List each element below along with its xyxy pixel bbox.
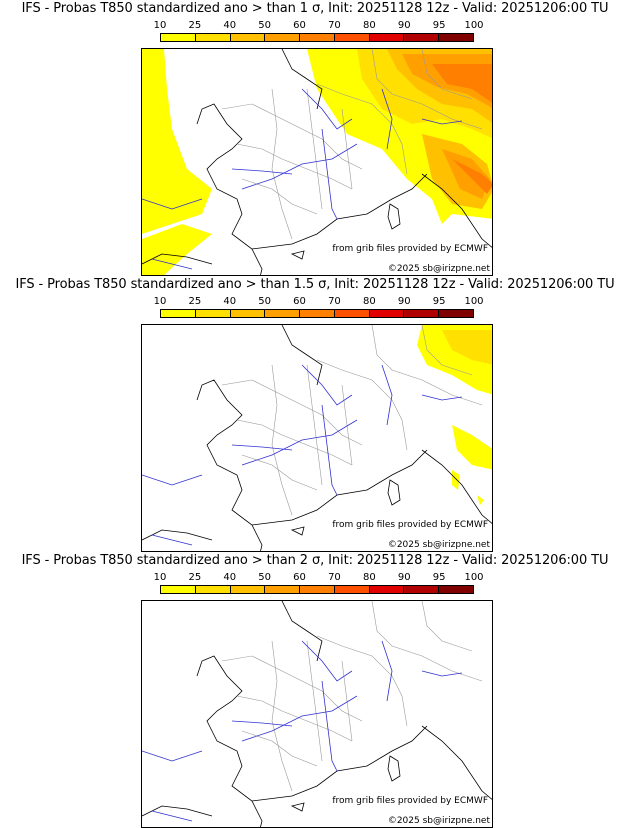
coastline <box>142 601 492 827</box>
colorbar-segment <box>334 310 370 317</box>
panel-title: IFS - Probas T850 standardized ano > tha… <box>21 553 609 568</box>
colorbar-tick-label: 100 <box>464 296 484 307</box>
colorbar-segment <box>404 310 440 317</box>
colorbar-segment <box>369 34 405 41</box>
panel-title: IFS - Probas T850 standardized ano > tha… <box>21 1 609 16</box>
colorbar-segment <box>161 586 196 593</box>
colorbar-tick-label: 100 <box>464 572 484 583</box>
colorbar-tick-label: 70 <box>328 20 341 31</box>
rivers <box>142 88 463 270</box>
probability-shading <box>417 325 492 505</box>
colorbar-segment <box>161 34 196 41</box>
colorbar-tick-label: 10 <box>153 20 167 31</box>
map-panel-1: IFS - Probas T850 standardized ano > tha… <box>0 0 630 276</box>
colorbar-segment <box>265 34 301 41</box>
colorbar-tick-label: 25 <box>188 572 202 583</box>
colorbar-tick-label: 80 <box>362 572 376 583</box>
colorbar-tick-label: 90 <box>397 20 411 31</box>
colorbar-segment <box>195 34 231 41</box>
probability-map: from grib files provided by ECMWF ©2025 … <box>141 324 493 552</box>
colorbar-tick-label: 50 <box>258 296 272 307</box>
colorbar-segment <box>195 586 231 593</box>
copyright-credit: ©2025 sb@irizpne.net <box>388 816 491 826</box>
colorbar-tick-label: 95 <box>432 296 446 307</box>
colorbar-ticks: 10 25 40 50 60 70 80 90 95 100 <box>154 296 484 308</box>
colorbar-tick-label: 40 <box>223 296 237 307</box>
colorbar-segment <box>439 586 474 593</box>
copyright-credit: ©2025 sb@irizpne.net <box>388 264 491 274</box>
colorbar <box>160 585 474 594</box>
probability-map: from grib files provided by ECMWF ©2025 … <box>141 600 493 828</box>
colorbar-segment <box>404 34 440 41</box>
colorbar-segment <box>369 586 405 593</box>
colorbar-ticks: 10 25 40 50 60 70 80 90 95 100 <box>154 20 484 32</box>
source-credit: from grib files provided by ECMWF <box>332 244 488 254</box>
colorbar-segment <box>161 310 196 317</box>
colorbar <box>160 33 474 42</box>
colorbar-tick-label: 50 <box>258 572 272 583</box>
colorbar-segment <box>404 586 440 593</box>
colorbar-tick-label: 10 <box>153 296 167 307</box>
colorbar-segment <box>300 310 335 317</box>
colorbar-tick-label: 80 <box>362 296 376 307</box>
colorbar-tick-label: 70 <box>328 572 341 583</box>
colorbar-tick-label: 25 <box>188 20 202 31</box>
coastline <box>142 325 492 551</box>
colorbar-tick-label: 90 <box>397 572 411 583</box>
colorbar-segment <box>265 310 301 317</box>
colorbar-ticks: 10 25 40 50 60 70 80 90 95 100 <box>154 572 484 584</box>
rivers <box>142 640 463 822</box>
colorbar-segment <box>230 310 266 317</box>
map-canvas: from grib files provided by ECMWF ©2025 … <box>142 601 492 827</box>
coastline <box>142 49 492 275</box>
colorbar-segment <box>334 34 370 41</box>
probability-shading <box>142 49 492 275</box>
colorbar-tick-label: 60 <box>293 296 306 307</box>
colorbar-tick-label: 60 <box>293 572 306 583</box>
colorbar-segment <box>230 34 266 41</box>
colorbar-segment <box>369 310 405 317</box>
colorbar-tick-label: 95 <box>432 20 446 31</box>
colorbar-segment <box>439 34 474 41</box>
colorbar-tick-label: 100 <box>464 20 484 31</box>
colorbar-tick-label: 60 <box>293 20 306 31</box>
colorbar-tick-label: 70 <box>328 296 341 307</box>
admin-borders <box>221 49 483 240</box>
colorbar-segment <box>195 310 231 317</box>
colorbar-tick-label: 40 <box>223 20 237 31</box>
colorbar-tick-label: 80 <box>362 20 376 31</box>
rivers <box>142 364 463 546</box>
colorbar <box>160 309 474 318</box>
admin-borders <box>221 325 483 516</box>
copyright-credit: ©2025 sb@irizpne.net <box>388 540 491 550</box>
map-canvas: from grib files provided by ECMWF ©2025 … <box>142 49 492 275</box>
admin-borders <box>221 601 483 792</box>
colorbar-segment <box>334 586 370 593</box>
colorbar-segment <box>300 586 335 593</box>
colorbar-segment <box>230 586 266 593</box>
colorbar-tick-label: 50 <box>258 20 272 31</box>
map-panel-3: IFS - Probas T850 standardized ano > tha… <box>0 552 630 828</box>
map-panel-2: IFS - Probas T850 standardized ano > tha… <box>0 276 630 552</box>
source-credit: from grib files provided by ECMWF <box>332 520 488 530</box>
probability-map: from grib files provided by ECMWF ©2025 … <box>141 48 493 276</box>
colorbar-tick-label: 25 <box>188 296 202 307</box>
colorbar-segment <box>265 586 301 593</box>
colorbar-tick-label: 95 <box>432 572 446 583</box>
colorbar-tick-label: 10 <box>153 572 167 583</box>
map-canvas: from grib files provided by ECMWF ©2025 … <box>142 325 492 551</box>
panel-title: IFS - Probas T850 standardized ano > tha… <box>15 277 615 292</box>
colorbar-tick-label: 40 <box>223 572 237 583</box>
colorbar-segment <box>300 34 335 41</box>
colorbar-tick-label: 90 <box>397 296 411 307</box>
colorbar-segment <box>439 310 474 317</box>
source-credit: from grib files provided by ECMWF <box>332 796 488 806</box>
